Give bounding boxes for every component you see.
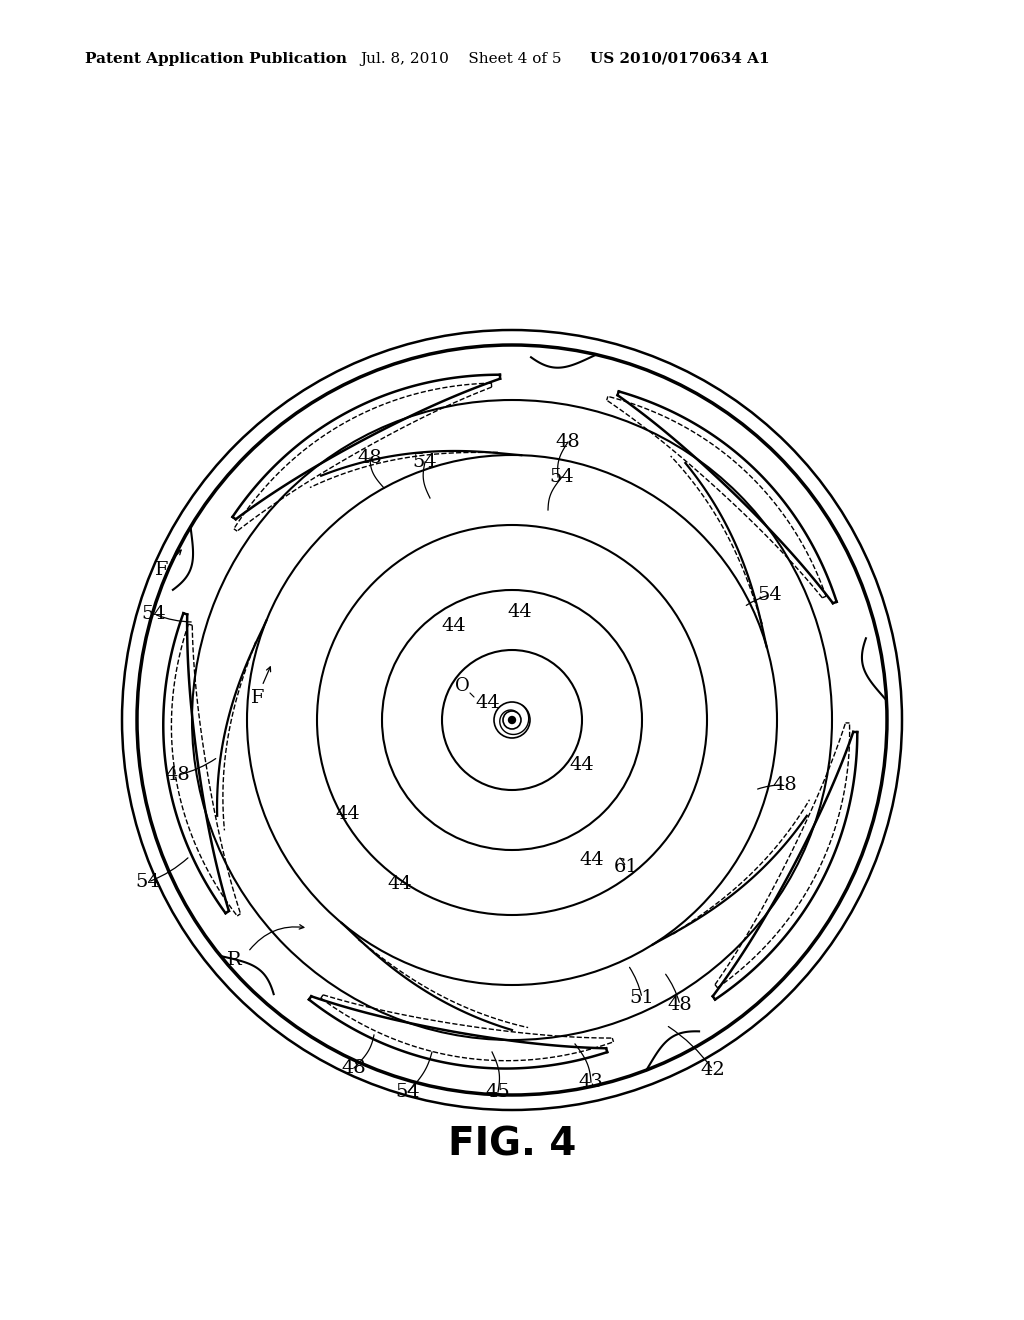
Text: 44: 44	[475, 694, 501, 711]
Text: 44: 44	[580, 851, 604, 869]
Text: 48: 48	[668, 997, 692, 1014]
Text: 44: 44	[388, 875, 413, 894]
Text: 44: 44	[569, 756, 594, 774]
Text: F: F	[251, 689, 265, 708]
Text: 54: 54	[413, 453, 437, 471]
Text: 44: 44	[441, 616, 466, 635]
Text: 48: 48	[773, 776, 798, 795]
Text: 54: 54	[550, 469, 574, 486]
Text: 54: 54	[141, 605, 166, 623]
Text: 48: 48	[357, 449, 382, 467]
Circle shape	[509, 717, 515, 723]
Text: 61: 61	[613, 858, 638, 876]
Text: 44: 44	[336, 805, 360, 822]
Text: 45: 45	[485, 1082, 510, 1101]
Text: O: O	[455, 677, 469, 696]
Text: US 2010/0170634 A1: US 2010/0170634 A1	[590, 51, 770, 66]
Text: Jul. 8, 2010    Sheet 4 of 5: Jul. 8, 2010 Sheet 4 of 5	[360, 51, 561, 66]
Text: R: R	[226, 950, 242, 969]
Text: 54: 54	[135, 873, 161, 891]
Text: 44: 44	[508, 603, 532, 620]
Text: Patent Application Publication: Patent Application Publication	[85, 51, 347, 66]
Text: 54: 54	[395, 1082, 421, 1101]
Text: 42: 42	[700, 1061, 725, 1078]
Text: 48: 48	[342, 1059, 367, 1077]
Text: F: F	[156, 561, 169, 579]
Text: FIG. 4: FIG. 4	[447, 1126, 577, 1164]
Text: 43: 43	[579, 1073, 603, 1092]
Text: 51: 51	[630, 989, 654, 1007]
Text: 48: 48	[166, 766, 190, 784]
Text: 54: 54	[758, 586, 782, 605]
Text: 48: 48	[556, 433, 581, 451]
